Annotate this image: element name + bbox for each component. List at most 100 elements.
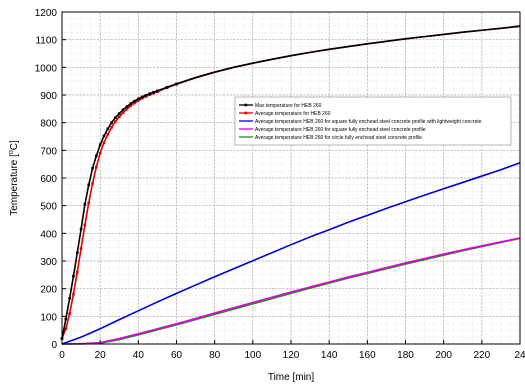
y-tick-label: 600 <box>40 174 57 185</box>
y-axis-title-text: Temperature [ <box>9 154 20 216</box>
data-point-marker <box>98 143 102 147</box>
data-point-marker <box>133 101 136 105</box>
data-point-marker <box>175 82 178 86</box>
x-tick-label: 40 <box>133 350 145 361</box>
data-point-marker <box>144 93 148 97</box>
data-point-marker <box>129 102 132 105</box>
data-point-marker <box>121 111 125 115</box>
x-axis-title: Time [min] <box>268 372 315 383</box>
legend-entry: Average temperature HEB 260 for square f… <box>239 127 426 133</box>
data-point-marker <box>114 116 117 119</box>
data-point-marker <box>117 112 121 115</box>
series-3 <box>61 237 521 345</box>
data-point-marker <box>102 134 106 138</box>
series-4 <box>62 237 521 345</box>
data-point-marker <box>102 141 106 144</box>
series-2 <box>61 162 521 345</box>
data-point-marker <box>91 167 94 170</box>
y-tick-label: 200 <box>40 285 57 296</box>
data-point-marker <box>95 154 98 158</box>
data-point-marker <box>110 126 113 129</box>
y-tick-label: 100 <box>40 312 57 323</box>
x-tick-label: 200 <box>435 350 452 361</box>
legend-box <box>234 96 512 146</box>
x-tick-label: 180 <box>397 350 414 361</box>
data-point-marker <box>156 89 159 93</box>
data-point-marker <box>110 121 113 124</box>
data-point-marker <box>68 312 71 315</box>
data-point-marker <box>117 115 121 119</box>
data-point-marker <box>98 151 102 155</box>
data-point-marker <box>165 85 169 89</box>
y-tick-label: 900 <box>40 91 57 102</box>
data-point-marker <box>137 97 140 101</box>
legend-marker <box>244 111 248 115</box>
y-tick-label: 1000 <box>35 63 58 74</box>
data-point-marker <box>133 99 136 103</box>
data-point-marker <box>125 105 129 108</box>
series-0 <box>60 25 521 340</box>
legend-label: Average temperature HEB 260 for square f… <box>255 127 426 133</box>
data-point-marker <box>87 183 91 187</box>
y-tick-label: 400 <box>40 229 57 240</box>
series-line <box>61 25 521 339</box>
data-point-marker <box>152 90 155 94</box>
data-point-marker <box>137 99 140 102</box>
data-point-marker <box>87 201 91 205</box>
series-line <box>61 237 521 345</box>
legend-entry: Average temperature HEB 260 for circle f… <box>239 135 422 141</box>
data-point-marker <box>125 107 129 111</box>
data-point-marker <box>79 247 83 250</box>
y-tick-label: 0 <box>51 340 57 351</box>
y-axis-title: Temperature [oC] <box>8 140 20 216</box>
data-point-marker <box>64 317 68 321</box>
data-point-marker <box>91 182 94 185</box>
legend-label: Max temperature for HEB 260 <box>255 103 322 109</box>
y-axis-title-unit: C] <box>9 140 20 150</box>
x-tick-label: 160 <box>359 350 376 361</box>
y-tick-label: 1200 <box>35 8 58 19</box>
data-point-marker <box>121 108 125 111</box>
data-point-marker <box>64 327 68 331</box>
x-tick-label: 20 <box>95 350 107 361</box>
x-tick-label: 100 <box>244 350 261 361</box>
data-point-marker <box>83 223 87 227</box>
data-point-marker <box>140 95 144 99</box>
x-tick-label: 24 <box>514 350 525 361</box>
data-point-marker <box>83 202 87 206</box>
data-point-marker <box>106 132 110 136</box>
legend-entry: Average temperature HEB 260 for square f… <box>239 119 482 125</box>
data-point-marker <box>95 165 98 169</box>
y-tick-label: 800 <box>40 119 57 130</box>
series-line <box>61 162 521 345</box>
data-point-marker <box>75 270 79 274</box>
x-tick-label: 0 <box>59 350 65 361</box>
y-tick-label: 500 <box>40 202 57 213</box>
x-tick-label: 120 <box>283 350 300 361</box>
data-point-marker <box>79 227 83 231</box>
legend-label: Average temperature for HEB 260 <box>255 111 331 117</box>
data-point-marker <box>140 97 144 100</box>
legend-entry: Max temperature for HEB 260 <box>239 103 322 109</box>
x-tick-label: 220 <box>473 350 490 361</box>
legend-label: Average temperature HEB 260 for square f… <box>255 119 482 125</box>
y-tick-label: 1100 <box>35 36 57 47</box>
data-point-marker <box>148 92 152 95</box>
y-axis-ticks: 0 100 200 300 400 500 600 700 800 900 1000 1100 1200 <box>35 8 66 351</box>
data-point-marker <box>106 127 110 131</box>
data-point-marker <box>75 251 79 254</box>
x-tick-label: 80 <box>209 350 221 361</box>
data-point-marker <box>72 292 75 296</box>
data-point-marker <box>72 274 75 278</box>
series-line <box>62 237 521 345</box>
x-axis-ticks: 0 20 40 60 80 100 120 140 160 180 200 220 24 <box>59 340 525 361</box>
series-layer <box>60 25 521 345</box>
legend-marker <box>244 103 248 107</box>
legend: Max temperature for HEB 260 Average tempe… <box>234 96 512 146</box>
degree-superscript: o <box>8 150 15 154</box>
y-tick-label: 300 <box>40 257 57 268</box>
x-tick-label: 140 <box>321 350 338 361</box>
data-point-marker <box>129 104 132 108</box>
legend-label: Average temperature HEB 260 for circle f… <box>255 135 422 141</box>
